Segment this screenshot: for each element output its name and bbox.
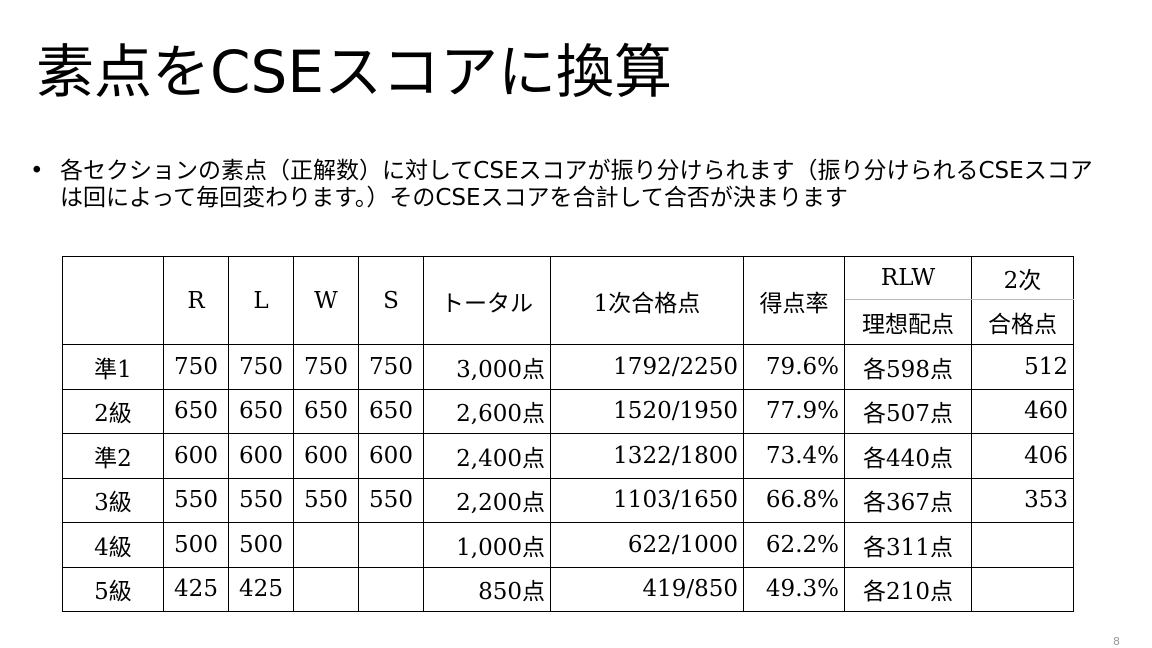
- header-l: L: [228, 256, 294, 345]
- cell-first-pass: 1520/1950: [550, 388, 744, 434]
- cell-total: 1,000点: [423, 522, 551, 568]
- cell-r: 650: [163, 388, 229, 434]
- cell-rate: 49.3%: [743, 566, 845, 612]
- header-ideal-score: 理想配点: [844, 299, 972, 345]
- table-row: 3級 550 550 550 550 2,200点 1103/1650 66.8…: [62, 477, 1074, 523]
- cell-l: 500: [228, 522, 294, 568]
- cell-s: [358, 522, 424, 568]
- cell-r: 600: [163, 433, 229, 479]
- cell-l: 425: [228, 566, 294, 612]
- cell-rate: 79.6%: [743, 344, 845, 390]
- cell-total: 2,600点: [423, 388, 551, 434]
- cell-w: 600: [293, 433, 359, 479]
- header-total: トータル: [423, 256, 551, 345]
- cell-total: 850点: [423, 566, 551, 612]
- cell-ideal: 各210点: [844, 566, 972, 612]
- table-row: 準1 750 750 750 750 3,000点 1792/2250 79.6…: [62, 344, 1074, 390]
- cell-r: 550: [163, 477, 229, 523]
- bullet-text: 各セクションの素点（正解数）に対してCSEスコアが振り分けられます（振り分けられ…: [60, 158, 1093, 211]
- cell-r: 500: [163, 522, 229, 568]
- cell-l: 600: [228, 433, 294, 479]
- cell-first-pass: 1103/1650: [550, 477, 744, 523]
- cell-first-pass: 1792/2250: [550, 344, 744, 390]
- cell-s: 600: [358, 433, 424, 479]
- cell-s: 750: [358, 344, 424, 390]
- header-r: R: [163, 256, 229, 345]
- header-rate: 得点率: [743, 256, 845, 345]
- page-number: 8: [1113, 635, 1120, 648]
- cell-grade: 3級: [62, 477, 164, 523]
- cell-l: 650: [228, 388, 294, 434]
- cell-total: 2,400点: [423, 433, 551, 479]
- slide-title: 素点をCSEスコアに換算: [36, 38, 672, 106]
- cell-s: [358, 566, 424, 612]
- cell-s: 550: [358, 477, 424, 523]
- bullet-item: • 各セクションの素点（正解数）に対してCSEスコアが振り分けられます（振り分け…: [30, 158, 1110, 212]
- cell-s: 650: [358, 388, 424, 434]
- cell-second-pass: [971, 522, 1074, 568]
- cse-score-table: R L W S トータル 1次合格点 得点率 RLW 2次 理想配点 合格点 準…: [62, 256, 1074, 612]
- cell-first-pass: 419/850: [550, 566, 744, 612]
- cell-rate: 62.2%: [743, 522, 845, 568]
- cell-first-pass: 1322/1800: [550, 433, 744, 479]
- cell-grade: 2級: [62, 388, 164, 434]
- cell-ideal: 各507点: [844, 388, 972, 434]
- header-s: S: [358, 256, 424, 345]
- table-row: 4級 500 500 1,000点 622/1000 62.2% 各311点: [62, 522, 1074, 568]
- header-second: 2次: [971, 256, 1074, 300]
- cell-ideal: 各440点: [844, 433, 972, 479]
- cell-grade: 準2: [62, 433, 164, 479]
- table-row: 5級 425 425 850点 419/850 49.3% 各210点: [62, 566, 1074, 612]
- cell-w: 550: [293, 477, 359, 523]
- table-header: R L W S トータル 1次合格点 得点率 RLW 2次 理想配点 合格点: [62, 256, 1074, 345]
- cell-rate: 77.9%: [743, 388, 845, 434]
- table-row: 2級 650 650 650 650 2,600点 1520/1950 77.9…: [62, 388, 1074, 434]
- cell-total: 3,000点: [423, 344, 551, 390]
- cell-r: 750: [163, 344, 229, 390]
- cell-l: 750: [228, 344, 294, 390]
- cell-w: 750: [293, 344, 359, 390]
- cell-ideal: 各598点: [844, 344, 972, 390]
- cell-first-pass: 622/1000: [550, 522, 744, 568]
- cell-total: 2,200点: [423, 477, 551, 523]
- header-w: W: [293, 256, 359, 345]
- cell-second-pass: 406: [971, 433, 1074, 479]
- cell-second-pass: 512: [971, 344, 1074, 390]
- cell-w: [293, 522, 359, 568]
- header-rlw: RLW: [844, 256, 972, 300]
- cell-second-pass: 353: [971, 477, 1074, 523]
- cell-grade: 4級: [62, 522, 164, 568]
- cell-l: 550: [228, 477, 294, 523]
- cell-rate: 73.4%: [743, 433, 845, 479]
- table-row: 準2 600 600 600 600 2,400点 1322/1800 73.4…: [62, 433, 1074, 479]
- table-body: 準1 750 750 750 750 3,000点 1792/2250 79.6…: [62, 344, 1074, 612]
- cell-rate: 66.8%: [743, 477, 845, 523]
- cell-ideal: 各367点: [844, 477, 972, 523]
- cell-second-pass: [971, 566, 1074, 612]
- header-blank: [62, 256, 164, 345]
- cell-second-pass: 460: [971, 388, 1074, 434]
- cell-ideal: 各311点: [844, 522, 972, 568]
- cell-grade: 5級: [62, 566, 164, 612]
- cell-r: 425: [163, 566, 229, 612]
- cell-w: 650: [293, 388, 359, 434]
- header-first-pass: 1次合格点: [550, 256, 744, 345]
- cell-grade: 準1: [62, 344, 164, 390]
- header-pass-score: 合格点: [971, 299, 1074, 345]
- bullet-marker: •: [30, 158, 44, 184]
- cell-w: [293, 566, 359, 612]
